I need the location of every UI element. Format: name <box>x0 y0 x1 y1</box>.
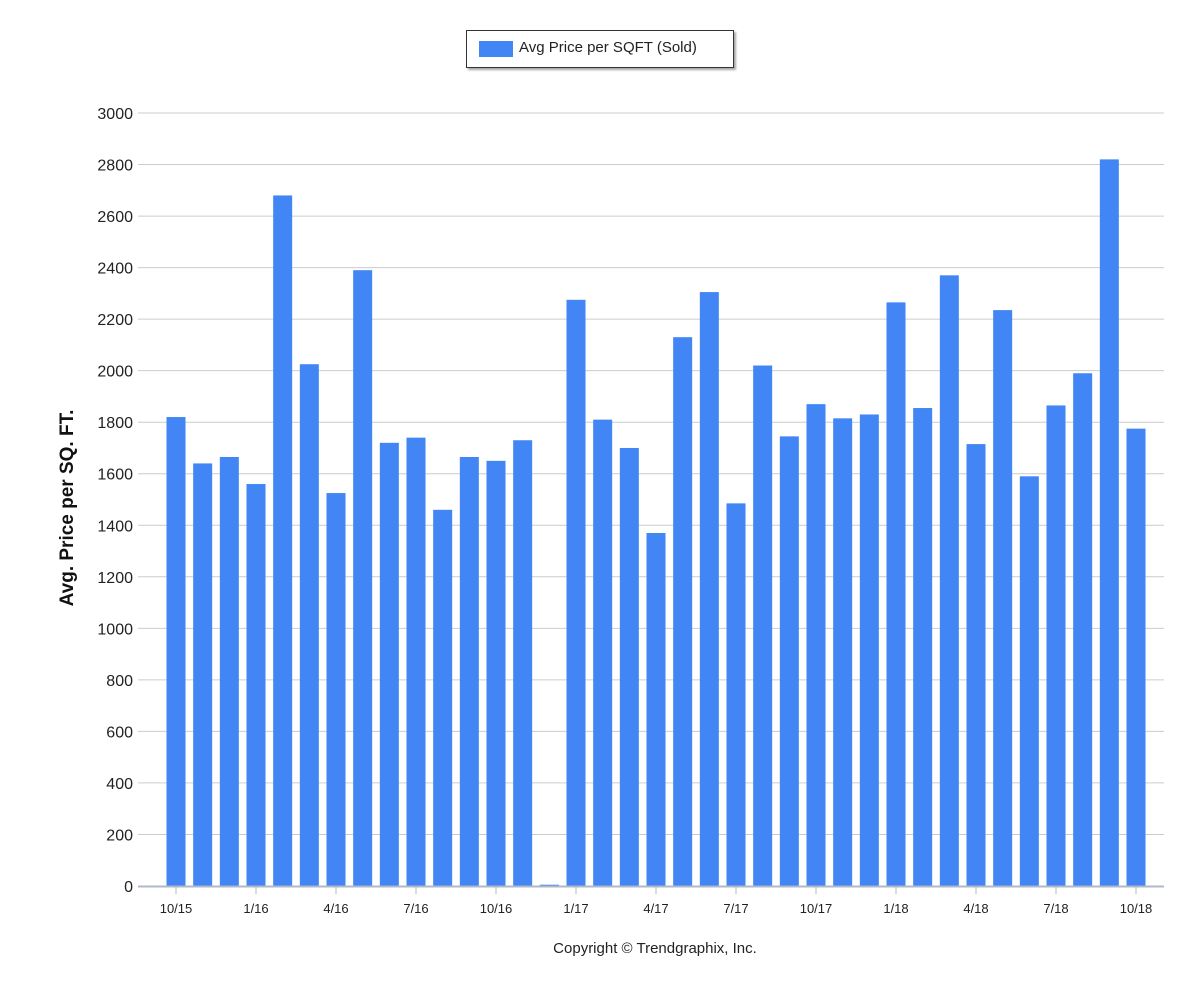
bars <box>166 159 1146 887</box>
bar <box>833 418 853 886</box>
legend[interactable]: Avg Price per SQFT (Sold) <box>466 30 734 68</box>
legend-swatch <box>479 41 513 57</box>
y-tick-label: 1000 <box>97 621 133 638</box>
bar <box>646 532 666 886</box>
x-tick-labels: 10/15 1/16 4/16 7/16 10/16 1/17 4/17 7/17 10/17 1… <box>160 901 1153 916</box>
bar <box>779 436 799 886</box>
bar <box>433 509 453 886</box>
y-axis-label: Avg. Price per SQ. FT. <box>57 409 78 607</box>
y-tick-label: 1200 <box>97 570 133 587</box>
bar <box>726 503 746 886</box>
legend-label: Avg Price per SQFT (Sold) <box>519 39 697 56</box>
bar <box>566 299 586 886</box>
bar <box>1099 159 1119 886</box>
bar <box>593 419 613 886</box>
bar <box>406 437 426 886</box>
x-tick-label: 1/17 <box>563 901 588 916</box>
bar <box>673 337 693 886</box>
y-tick-label: 3000 <box>97 106 133 123</box>
bar <box>859 414 879 886</box>
x-tick-label: 7/16 <box>403 901 428 916</box>
y-tick-label: 1400 <box>97 518 133 535</box>
bar <box>619 447 639 886</box>
bar <box>513 440 533 886</box>
bar <box>886 302 906 886</box>
bar <box>459 456 479 886</box>
y-tick-label: 800 <box>106 673 133 690</box>
bar <box>1046 405 1066 886</box>
x-tick-label: 10/15 <box>160 901 193 916</box>
bar <box>273 195 293 886</box>
y-tick-label: 1800 <box>97 415 133 432</box>
bar <box>246 484 266 886</box>
copyright-footer: Copyright © Trendgraphix, Inc. <box>553 940 757 957</box>
x-tick-label: 1/18 <box>883 901 908 916</box>
x-tick-label: 10/16 <box>480 901 513 916</box>
y-tick-label: 200 <box>106 827 133 844</box>
x-tick-label: 10/17 <box>800 901 833 916</box>
y-tick-label: 0 <box>124 879 133 896</box>
bar <box>753 365 773 887</box>
x-tick-label: 10/18 <box>1120 901 1153 916</box>
bar <box>1073 373 1093 886</box>
x-tick-label: 1/16 <box>243 901 268 916</box>
bar <box>299 364 319 887</box>
y-tick-label: 2000 <box>97 364 133 381</box>
y-tick-label: 1600 <box>97 467 133 484</box>
bar <box>486 460 506 886</box>
x-tick-label: 4/17 <box>643 901 668 916</box>
y-tick-label: 2800 <box>97 158 133 175</box>
bar <box>353 270 373 887</box>
bar <box>993 310 1013 886</box>
y-tick-label: 2600 <box>97 209 133 226</box>
bar <box>219 456 239 886</box>
bar <box>699 292 719 886</box>
bar <box>1019 476 1039 886</box>
y-tick-label: 400 <box>106 776 133 793</box>
x-tick-label: 4/16 <box>323 901 348 916</box>
y-tick-labels: 0 200 400 600 800 1000 1200 1400 1600 1800 2000 220… <box>97 106 133 896</box>
bar <box>166 417 186 886</box>
bar <box>326 493 346 886</box>
axes <box>138 885 1164 894</box>
x-tick-label: 7/17 <box>723 901 748 916</box>
bar <box>1126 428 1146 886</box>
bar <box>806 404 826 886</box>
bar <box>913 408 933 886</box>
bar <box>939 275 959 887</box>
y-tick-label: 600 <box>106 724 133 741</box>
x-tick-label: 4/18 <box>963 901 988 916</box>
y-tick-label: 2400 <box>97 261 133 278</box>
y-tick-label: 2200 <box>97 312 133 329</box>
bar <box>193 463 213 886</box>
bar <box>539 884 559 886</box>
bar <box>379 442 399 886</box>
x-tick-label: 7/18 <box>1043 901 1068 916</box>
bar <box>966 444 986 886</box>
